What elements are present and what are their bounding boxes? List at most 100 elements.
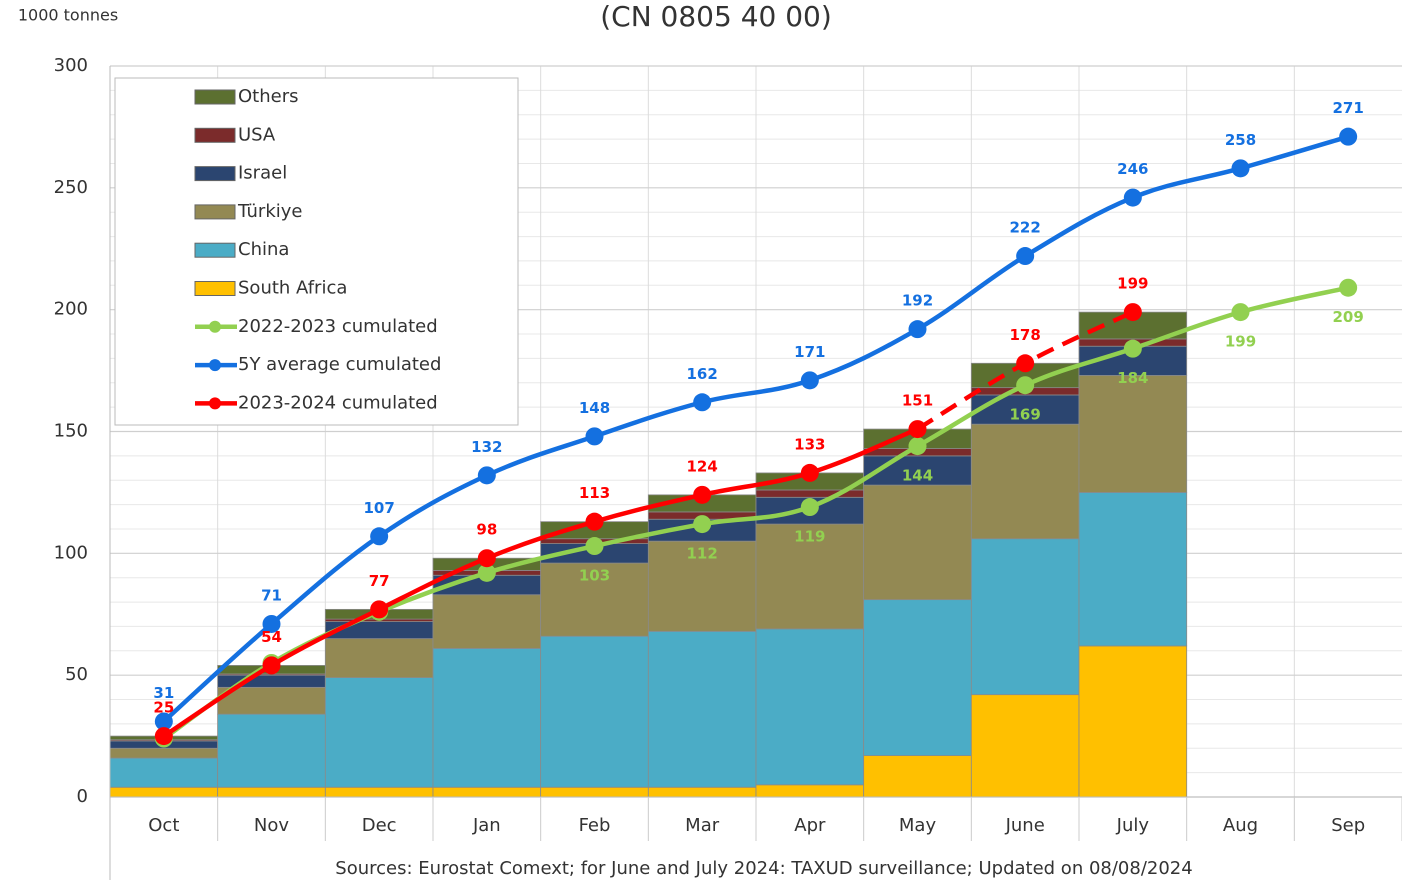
bar-segment bbox=[1078, 492, 1188, 647]
line-point bbox=[800, 498, 819, 517]
line-point bbox=[693, 393, 712, 412]
line-point bbox=[1231, 159, 1250, 178]
lines bbox=[154, 127, 1358, 748]
line-point bbox=[1123, 303, 1142, 322]
legend-swatch bbox=[194, 242, 236, 258]
bar-segment bbox=[109, 786, 219, 798]
data-label: 132 bbox=[471, 438, 502, 456]
legend-label: 5Y average cumulated bbox=[238, 354, 441, 375]
y-tick-label: 50 bbox=[65, 664, 88, 685]
bar-segment bbox=[432, 594, 542, 649]
bar-segment bbox=[324, 638, 434, 679]
line-point bbox=[477, 549, 496, 568]
line-point bbox=[370, 527, 389, 546]
bar-segment bbox=[324, 786, 434, 798]
x-tick-label: May bbox=[899, 815, 937, 836]
y-tick-label: 250 bbox=[54, 177, 88, 198]
line-point bbox=[908, 320, 927, 339]
bar-segment bbox=[755, 784, 865, 798]
bar-segment bbox=[970, 423, 1080, 540]
data-label: 112 bbox=[687, 545, 718, 563]
line-point bbox=[800, 371, 819, 390]
line-point bbox=[1016, 354, 1035, 373]
line-point bbox=[1016, 247, 1035, 266]
data-label: 107 bbox=[364, 499, 395, 517]
data-label: 103 bbox=[579, 567, 610, 585]
line-point bbox=[800, 463, 819, 482]
bar-segment bbox=[109, 757, 219, 788]
bar-segment bbox=[647, 630, 757, 788]
bar-segment bbox=[647, 786, 757, 798]
data-label: 222 bbox=[1010, 219, 1041, 237]
bar-segment bbox=[1078, 375, 1188, 493]
data-label: 184 bbox=[1117, 369, 1148, 387]
line-point bbox=[908, 420, 927, 439]
x-tick-label: June bbox=[1005, 815, 1045, 836]
bar-segment bbox=[863, 755, 972, 798]
line-point bbox=[1339, 127, 1358, 146]
bar-segment bbox=[863, 484, 972, 601]
line-point bbox=[477, 563, 496, 582]
x-tick-label: Feb bbox=[579, 815, 611, 836]
data-label: 271 bbox=[1333, 99, 1364, 117]
line-point bbox=[693, 485, 712, 504]
legend: Others USA Israel Türkiye China South Africa 2… bbox=[114, 77, 519, 426]
bar-segment bbox=[217, 713, 326, 788]
x-tick-label: Jan bbox=[472, 815, 501, 836]
data-label: 162 bbox=[687, 365, 718, 383]
legend-label: Türkiye bbox=[237, 201, 303, 222]
legend-swatch-point bbox=[209, 320, 221, 333]
data-label: 144 bbox=[902, 467, 933, 485]
y-tick-label: 200 bbox=[54, 299, 88, 320]
bar-segment bbox=[970, 694, 1080, 798]
legend-swatch bbox=[194, 281, 236, 296]
labels: 103 112 119 144 169 184 199 209 31 71 107 132 148 162… bbox=[153, 99, 1363, 716]
legend-swatch bbox=[194, 166, 236, 182]
data-label: 133 bbox=[794, 435, 825, 453]
legend-label: Others bbox=[238, 86, 299, 107]
data-label: 25 bbox=[153, 699, 174, 717]
bar-segment bbox=[540, 635, 649, 788]
bar-segment bbox=[432, 647, 542, 788]
legend-box bbox=[114, 77, 519, 426]
x-tick-label: Aug bbox=[1223, 815, 1258, 836]
y-tick-label: 300 bbox=[54, 55, 88, 76]
line-point bbox=[1339, 278, 1358, 297]
line-point bbox=[908, 437, 927, 456]
data-label: 148 bbox=[579, 399, 610, 417]
legend-label: 2023-2024 cumulated bbox=[238, 392, 438, 413]
legend-swatch bbox=[194, 89, 236, 105]
data-label: 169 bbox=[1010, 406, 1041, 424]
data-label: 54 bbox=[261, 628, 282, 646]
line-point bbox=[693, 515, 712, 534]
legend-swatch-point bbox=[209, 359, 221, 372]
data-label: 199 bbox=[1117, 275, 1148, 293]
line-point bbox=[154, 712, 173, 731]
data-label: 258 bbox=[1225, 131, 1256, 149]
y-tick-label: 0 bbox=[77, 786, 88, 807]
line-point bbox=[477, 466, 496, 485]
line-point bbox=[262, 614, 281, 633]
x-tick-label: Dec bbox=[362, 815, 397, 836]
bar-segment bbox=[1078, 645, 1188, 798]
data-label: 192 bbox=[902, 292, 933, 310]
bar-segment bbox=[755, 628, 865, 786]
line-point bbox=[1123, 188, 1142, 207]
bar-segment bbox=[217, 786, 326, 798]
data-label: 209 bbox=[1333, 308, 1364, 326]
bar-segment bbox=[540, 786, 649, 798]
bar-segment bbox=[863, 599, 972, 756]
line-point bbox=[1231, 303, 1250, 322]
line-point bbox=[154, 727, 173, 746]
bar-segment bbox=[540, 562, 649, 637]
line-point bbox=[1016, 376, 1035, 395]
x-tick-label: Mar bbox=[685, 815, 720, 836]
bar-segment bbox=[970, 394, 1080, 425]
x-tick-label: Nov bbox=[254, 815, 289, 836]
bar-segment bbox=[432, 786, 542, 798]
legend-label: Israel bbox=[238, 163, 287, 184]
legend-label: 2022-2023 cumulated bbox=[238, 316, 438, 337]
legend-swatch bbox=[194, 127, 236, 143]
y-tick-label: 150 bbox=[54, 421, 88, 442]
data-label: 119 bbox=[794, 528, 825, 546]
